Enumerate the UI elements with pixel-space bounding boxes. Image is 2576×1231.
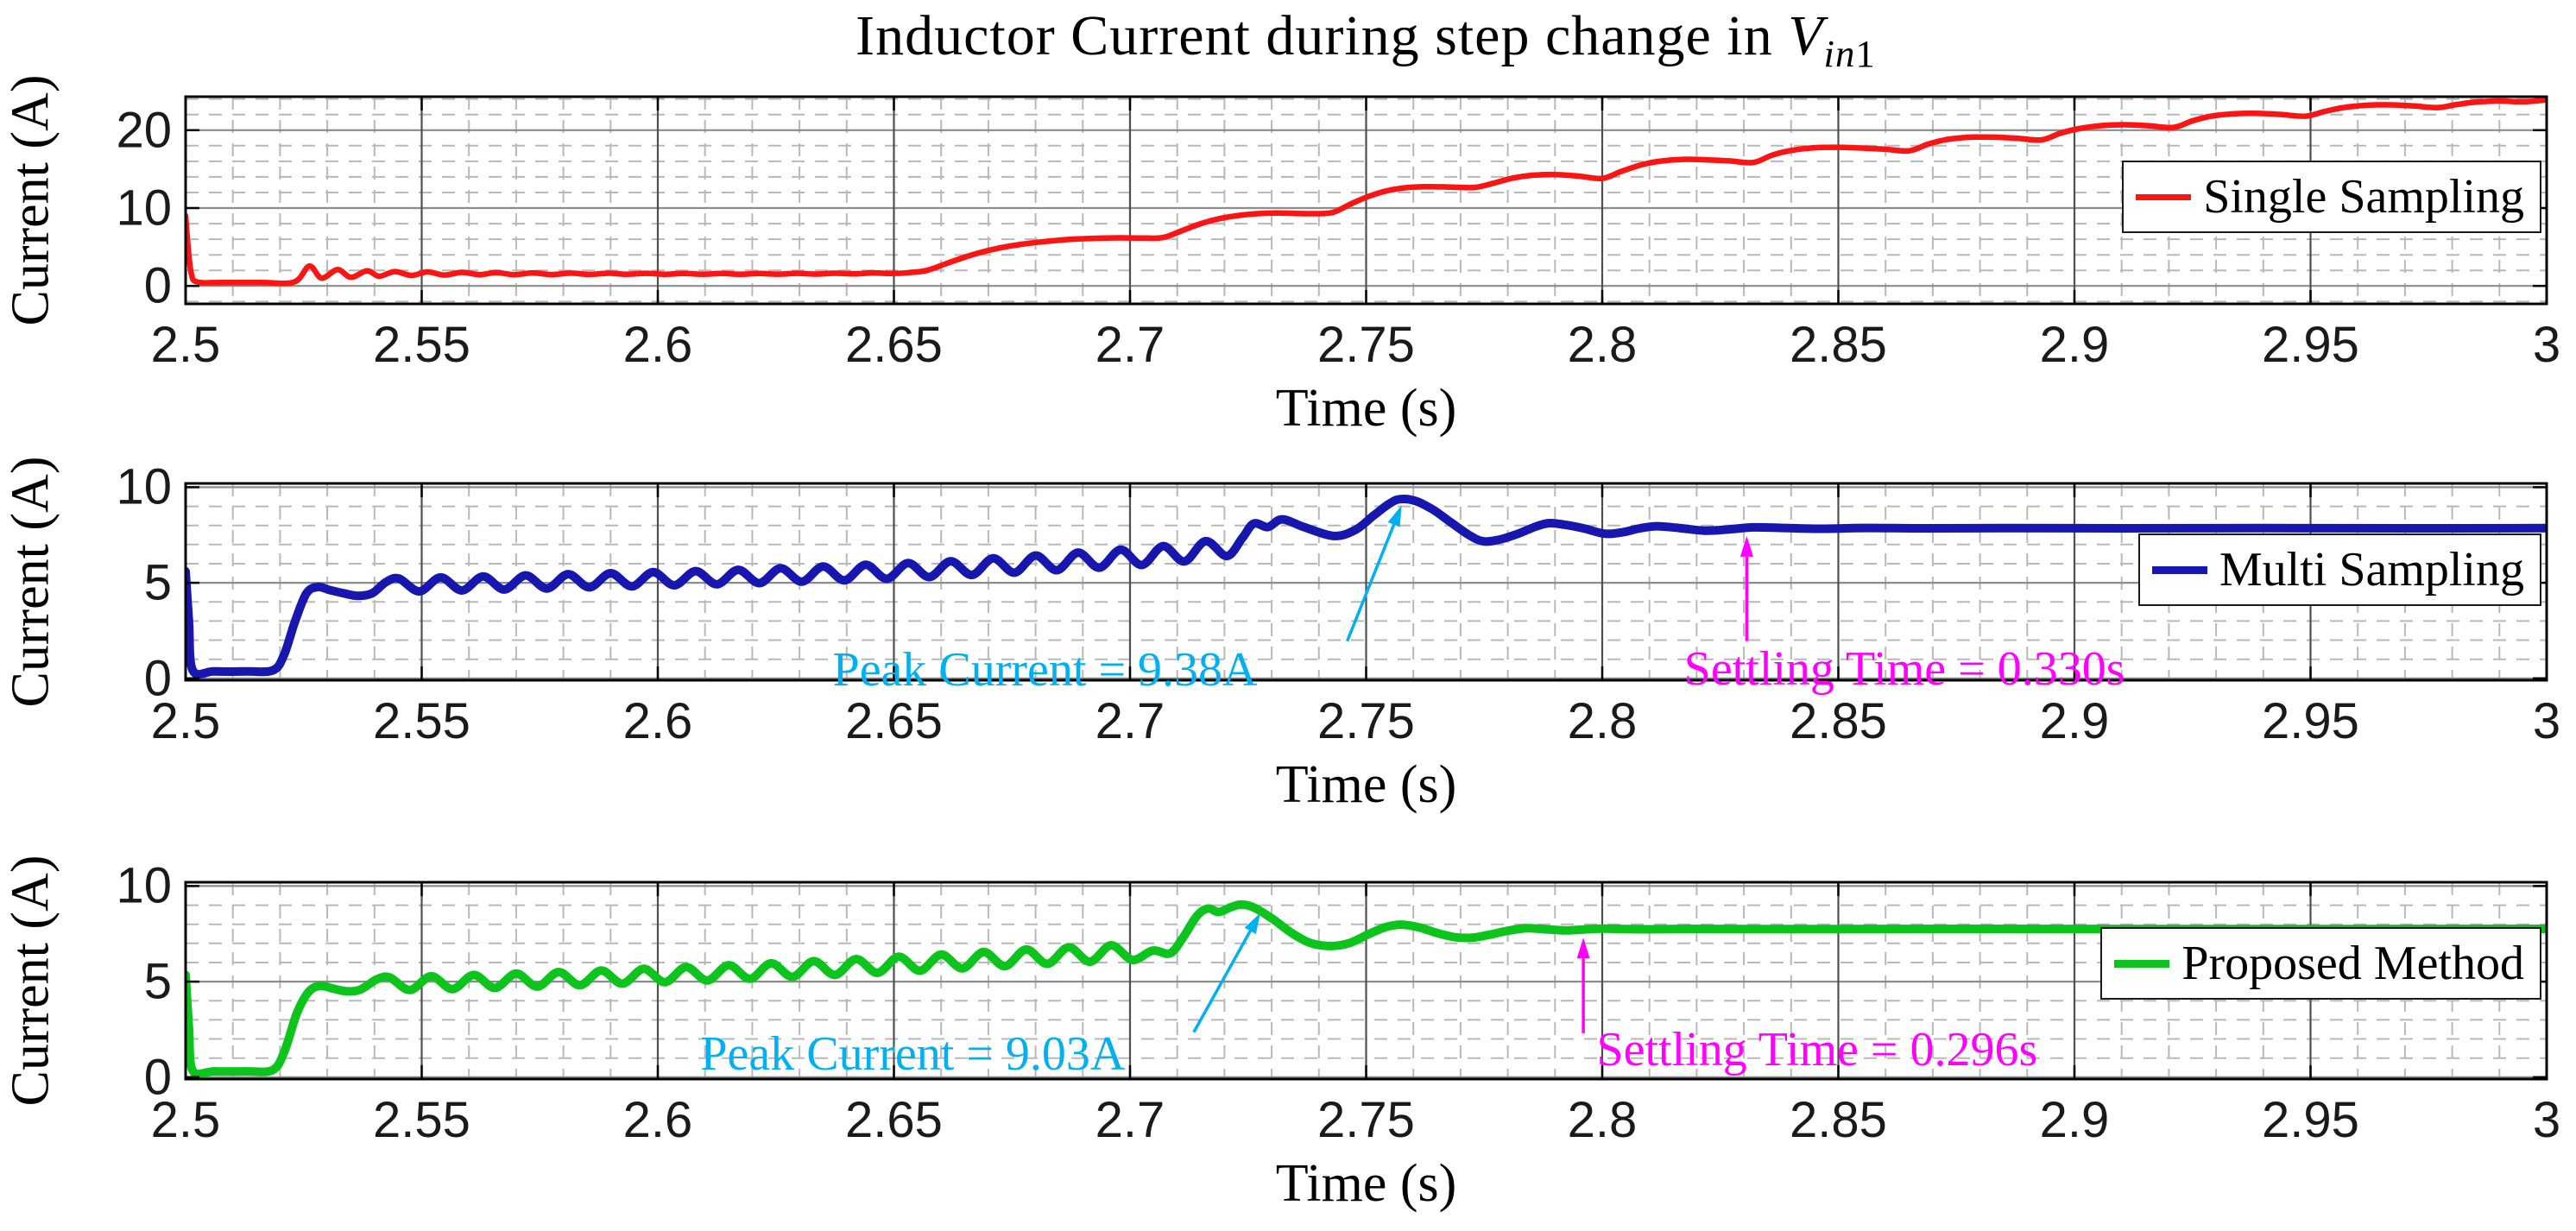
- curve-multi-sampling: [186, 494, 2547, 679]
- subplot-single-sampling: [184, 95, 2548, 306]
- y-tick-label: 0: [143, 257, 172, 314]
- x-tick-label: 2.7: [1095, 693, 1165, 749]
- legend-label: Proposed Method: [2181, 937, 2524, 990]
- title-subscript-number: 1: [1855, 32, 1876, 76]
- x-tick-label: 2.7: [1095, 1092, 1165, 1148]
- x-tick-label: 2.9: [2039, 1092, 2110, 1148]
- annotation-text-proposed-method-1: Settling Time = 0.296s: [1596, 1023, 2038, 1077]
- x-tick-label: 3: [2532, 1092, 2561, 1148]
- y-tick-label: 5: [143, 554, 172, 611]
- title-text: Inductor Current during step change in: [856, 4, 1789, 67]
- x-tick-label: 2.8: [1567, 693, 1638, 749]
- figure-title: Inductor Current during step change in V…: [856, 3, 1876, 76]
- x-tick-label: 2.95: [2262, 317, 2359, 373]
- y-axis-label-top: Current (A): [1, 74, 60, 326]
- tick-marks: [184, 483, 2548, 680]
- x-tick-label: 2.75: [1317, 317, 1415, 373]
- y-tick-label: 5: [143, 953, 172, 1010]
- legend-label: Multi Sampling: [2219, 543, 2524, 597]
- x-tick-label: 2.8: [1567, 1092, 1638, 1148]
- x-tick-label: 2.55: [373, 693, 470, 749]
- y-axis-label-middle: Current (A): [1, 456, 60, 708]
- y-tick-label: 10: [116, 857, 172, 914]
- legend-label: Single Sampling: [2203, 170, 2524, 224]
- x-tick-label: 2.6: [622, 1092, 693, 1148]
- annotation-text-proposed-method-0: Peak Current = 9.03A: [700, 1027, 1126, 1082]
- x-tick-label: 2.55: [373, 1092, 470, 1148]
- x-tick-label: 2.75: [1317, 693, 1415, 749]
- y-tick-label: 10: [116, 180, 172, 237]
- x-tick-label: 2.9: [2039, 317, 2110, 373]
- x-tick-label: 2.7: [1095, 317, 1165, 373]
- x-axis-label-middle: Time (s): [1275, 755, 1457, 814]
- x-tick-label: 2.8: [1567, 317, 1638, 373]
- x-tick-label: 2.85: [1790, 1092, 1887, 1148]
- title-subscript-italic: in: [1823, 32, 1856, 76]
- x-tick-label: 2.65: [845, 317, 943, 373]
- legend-single-sampling: Single Sampling: [2122, 161, 2541, 233]
- y-axis-label-bottom: Current (A): [1, 855, 60, 1107]
- x-tick-label: 2.95: [2262, 1092, 2359, 1148]
- y-tick-label: 20: [116, 102, 172, 159]
- x-tick-label: 2.65: [845, 693, 943, 749]
- annotation-arrow: [1739, 535, 1753, 641]
- annotation-arrow: [1345, 505, 1402, 642]
- legend-line-red: [2136, 193, 2192, 200]
- annotation-text-multi-sampling-0: Peak Current = 9.38A: [832, 642, 1258, 697]
- y-tick-label: 10: [116, 458, 172, 515]
- x-tick-label: 2.5: [150, 693, 221, 749]
- x-tick-label: 2.6: [622, 693, 693, 749]
- tick-marks: [184, 97, 2548, 304]
- annotation-arrow: [1576, 937, 1590, 1033]
- x-tick-label: 2.65: [845, 1092, 943, 1148]
- legend-multi-sampling: Multi Sampling: [2137, 533, 2541, 606]
- tick-marks: [184, 882, 2548, 1079]
- x-tick-label: 2.55: [373, 317, 470, 373]
- y-tick-label: 0: [143, 1049, 172, 1106]
- title-variable: V: [1788, 4, 1824, 67]
- x-tick-label: 3: [2532, 317, 2561, 373]
- x-tick-label: 2.85: [1790, 693, 1887, 749]
- legend-line-green: [2114, 959, 2170, 968]
- x-tick-label: 2.5: [150, 1092, 221, 1148]
- annotation-text-multi-sampling-1: Settling Time = 0.330s: [1683, 641, 2125, 696]
- x-axis-label-top: Time (s): [1275, 379, 1457, 438]
- x-tick-label: 2.5: [150, 317, 221, 373]
- x-tick-label: 2.6: [622, 317, 693, 373]
- curve-proposed-method: [186, 900, 2547, 1079]
- x-tick-label: 2.9: [2039, 693, 2110, 749]
- x-tick-label: 3: [2532, 693, 2561, 749]
- legend-proposed-method: Proposed Method: [2100, 927, 2541, 1000]
- x-axis-label-bottom: Time (s): [1275, 1154, 1457, 1213]
- legend-line-blue: [2151, 565, 2207, 574]
- x-tick-label: 2.85: [1790, 317, 1887, 373]
- annotation-arrow: [1192, 912, 1260, 1033]
- y-tick-label: 0: [143, 650, 172, 707]
- x-tick-label: 2.75: [1317, 1092, 1415, 1148]
- x-tick-label: 2.95: [2262, 693, 2359, 749]
- curve-single-sampling: [186, 97, 2547, 287]
